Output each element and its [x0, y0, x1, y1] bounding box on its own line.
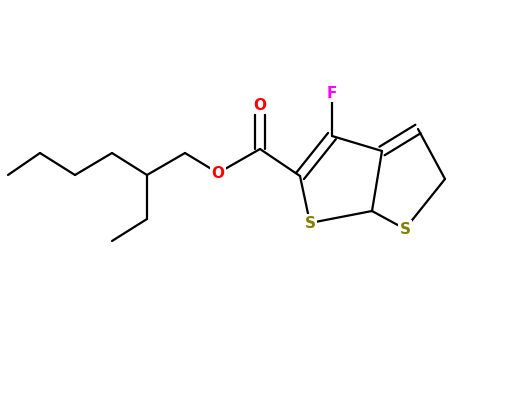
Text: S: S — [399, 221, 411, 237]
Text: O: O — [212, 166, 225, 180]
Text: S: S — [305, 215, 316, 231]
Text: F: F — [327, 85, 337, 101]
Text: O: O — [254, 97, 267, 113]
